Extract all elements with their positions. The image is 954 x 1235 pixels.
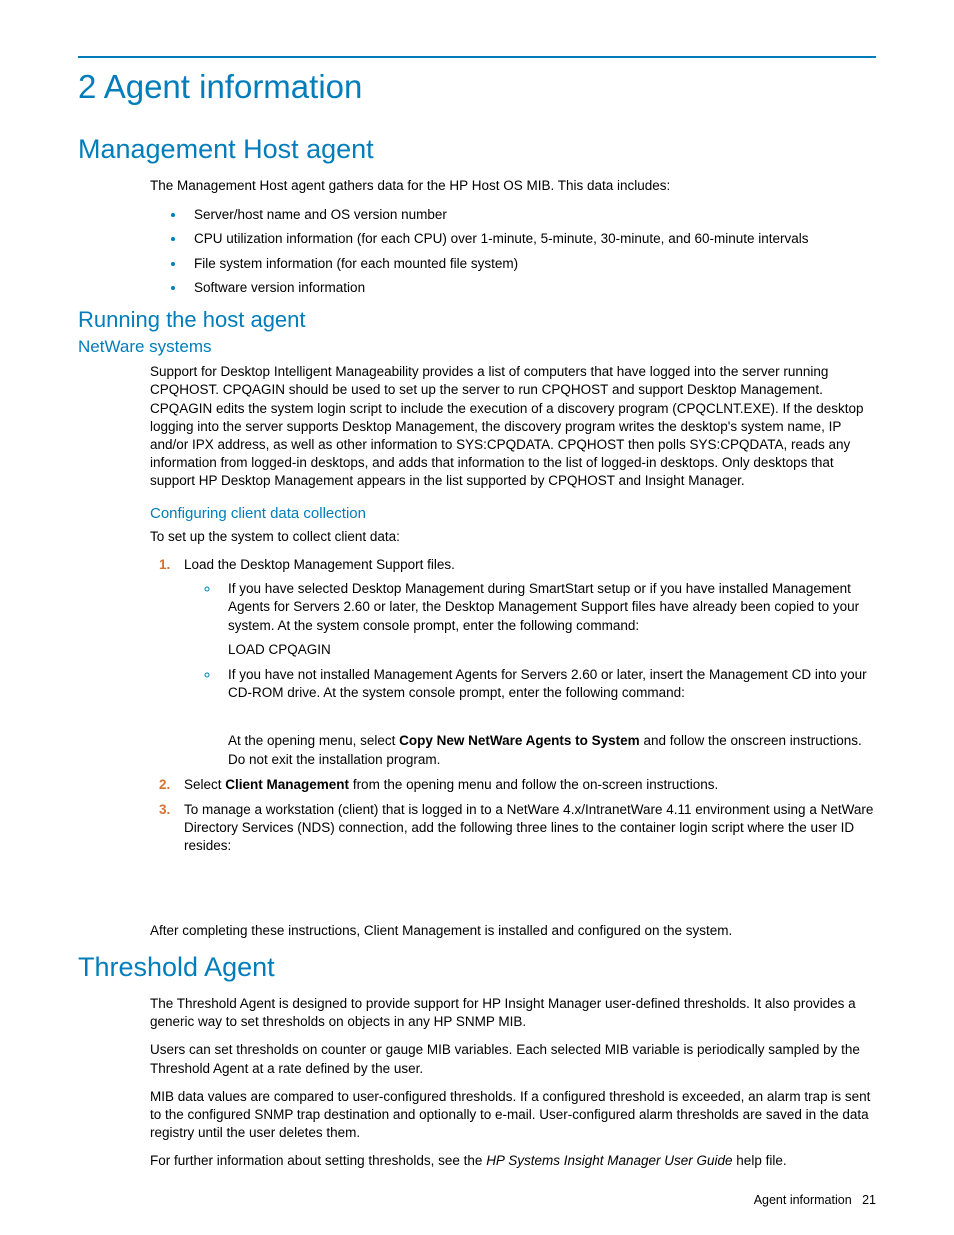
post-steps-spacer <box>78 866 876 922</box>
step-1-bullet-2-spacer <box>228 702 876 726</box>
section-threshold-agent: Threshold Agent <box>78 952 876 983</box>
config-steps: Load the Desktop Management Support file… <box>150 556 876 856</box>
step-1-bullet-2: If you have not installed Management Age… <box>220 666 876 769</box>
step-1-bullet-2a: If you have not installed Management Age… <box>228 667 867 700</box>
top-rule <box>78 56 876 58</box>
step-3: To manage a workstation (client) that is… <box>174 801 876 856</box>
subsection-running-host-agent: Running the host agent <box>78 307 876 333</box>
footer-page-number: 21 <box>862 1193 876 1207</box>
threshold-p4: For further information about setting th… <box>150 1152 876 1170</box>
threshold-p4-pre: For further information about setting th… <box>150 1153 486 1168</box>
page-footer: Agent information 21 <box>754 1193 876 1207</box>
step-2: Select Client Management from the openin… <box>174 776 876 794</box>
config-intro: To set up the system to collect client d… <box>150 528 876 546</box>
step-2-bold: Client Management <box>225 777 349 792</box>
page: 2 Agent information Management Host agen… <box>0 0 954 1235</box>
step-2-post: from the opening menu and follow the on-… <box>349 777 718 792</box>
mha-intro: The Management Host agent gathers data f… <box>150 177 876 195</box>
mha-bullet: Server/host name and OS version number <box>186 205 876 224</box>
threshold-p2: Users can set thresholds on counter or g… <box>150 1041 876 1077</box>
minor-configuring-client-data: Configuring client data collection <box>150 505 876 522</box>
step-1-subbullets: If you have selected Desktop Management … <box>184 580 876 769</box>
threshold-p1: The Threshold Agent is designed to provi… <box>150 995 876 1031</box>
threshold-p3: MIB data values are compared to user-con… <box>150 1088 876 1143</box>
mha-bullet-list: Server/host name and OS version number C… <box>150 205 876 297</box>
subsub-netware-systems: NetWare systems <box>78 337 876 357</box>
threshold-p4-post: help file. <box>733 1153 787 1168</box>
mha-bullet: File system information (for each mounte… <box>186 254 876 273</box>
step-1-lead: Load the Desktop Management Support file… <box>184 557 455 572</box>
step-1-bullet-2b-pre: At the opening menu, select <box>228 733 399 748</box>
footer-label: Agent information <box>754 1193 852 1207</box>
step-1-bullet-1-command: LOAD CPQAGIN <box>228 641 876 659</box>
step-2-pre: Select <box>184 777 225 792</box>
mha-bullet: Software version information <box>186 278 876 297</box>
config-closing: After completing these instructions, Cli… <box>150 922 876 940</box>
netware-paragraph: Support for Desktop Intelligent Manageab… <box>150 363 876 491</box>
step-1-bullet-2b-bold: Copy New NetWare Agents to System <box>399 733 640 748</box>
threshold-p4-ital: HP Systems Insight Manager User Guide <box>486 1153 732 1168</box>
mha-bullet: CPU utilization information (for each CP… <box>186 229 876 248</box>
step-1-bullet-1: If you have selected Desktop Management … <box>220 580 876 659</box>
step-1-bullet-1a: If you have selected Desktop Management … <box>228 581 859 632</box>
chapter-title: 2 Agent information <box>78 68 876 106</box>
section-management-host-agent: Management Host agent <box>78 134 876 165</box>
step-1-bullet-2-followup: At the opening menu, select Copy New Net… <box>228 732 876 768</box>
step-1: Load the Desktop Management Support file… <box>174 556 876 769</box>
